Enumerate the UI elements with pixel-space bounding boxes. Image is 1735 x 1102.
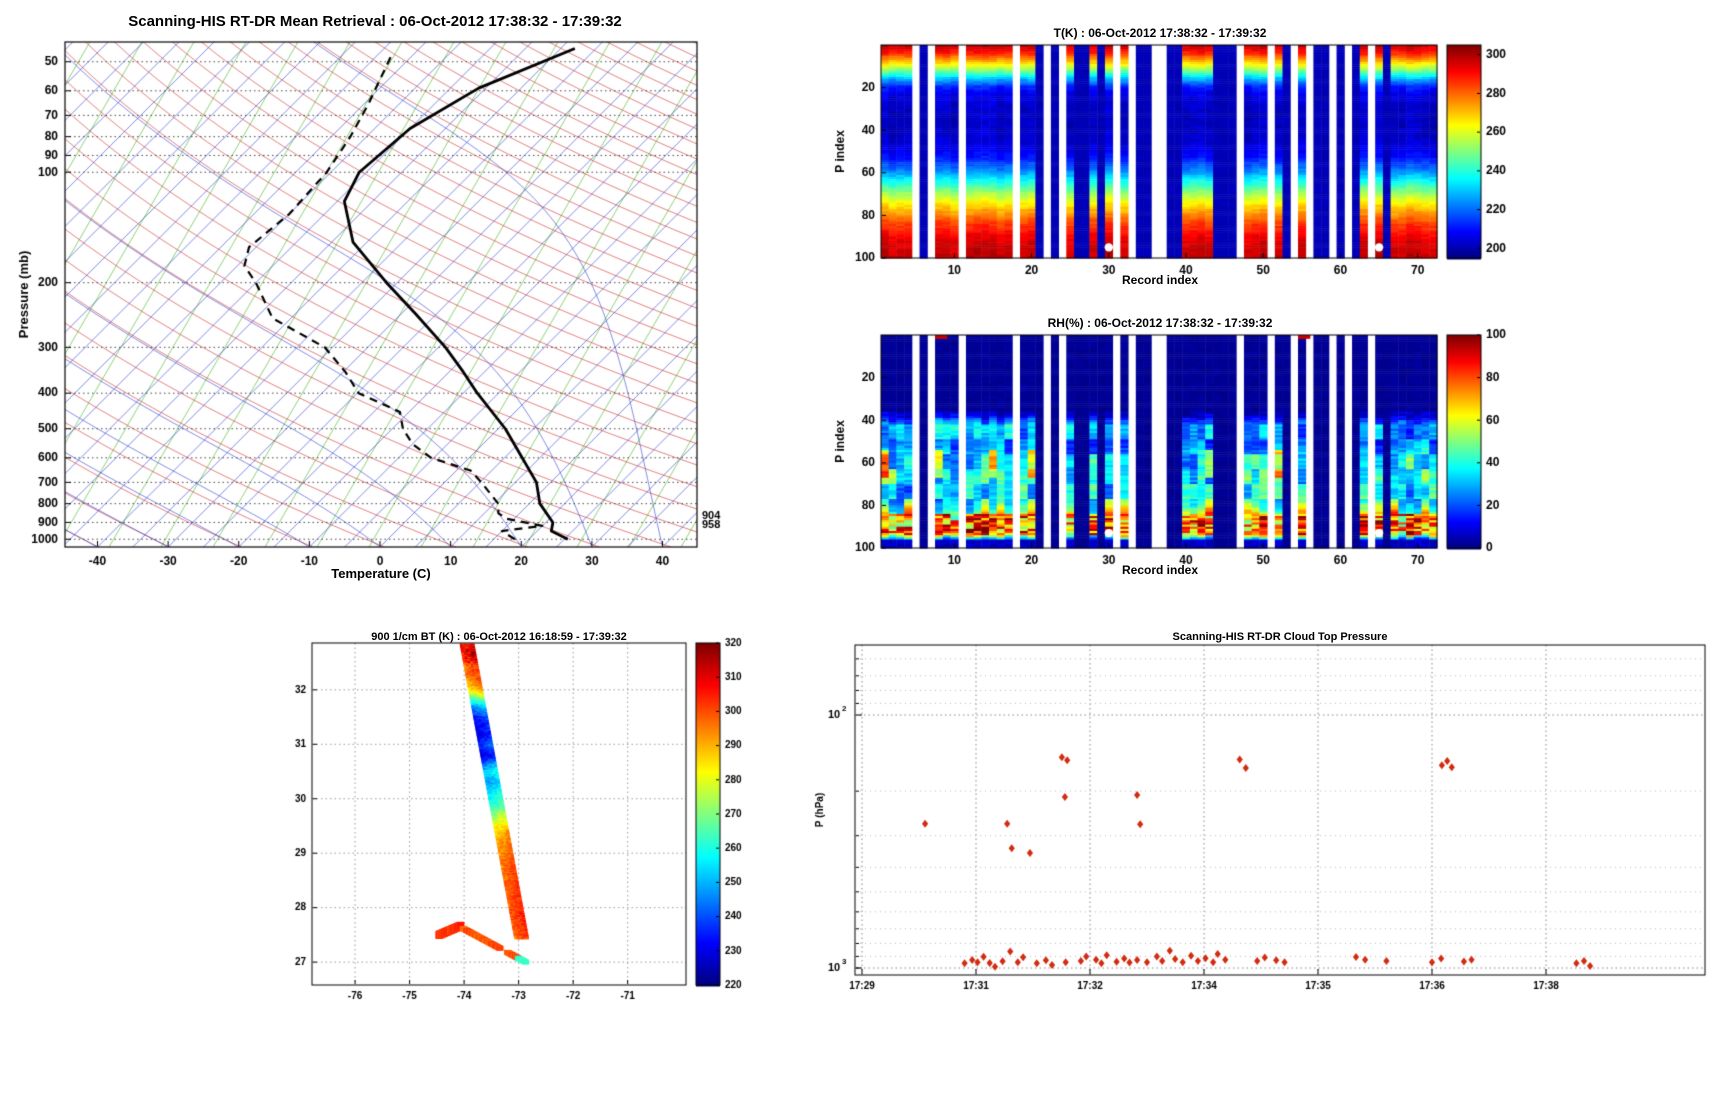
brightness-temperature-map-canvas [150, 628, 750, 1102]
t-heatmap-title: T(K) : 06-Oct-2012 17:38:32 - 17:39:32 [1053, 26, 1267, 40]
ctp-title: Scanning-HIS RT-DR Cloud Top Pressure [1172, 631, 1388, 643]
temperature-rh-heatmaps-canvas [810, 0, 1735, 600]
t-heatmap-xlabel: Record index [1121, 273, 1199, 287]
cloud-top-pressure-scatter-canvas [800, 628, 1735, 1102]
skewt-diagram-canvas [10, 0, 760, 615]
rh-heatmap-title: RH(%) : 06-Oct-2012 17:38:32 - 17:39:32 [1047, 316, 1273, 330]
rh-heatmap-xlabel: Record index [1121, 563, 1199, 577]
skewt-xlabel: Temperature (C) [331, 566, 431, 581]
bt-map-title: 900 1/cm BT (K) : 06-Oct-2012 16:18:59 -… [371, 631, 627, 643]
skewt-title: Scanning-HIS RT-DR Mean Retrieval : 06-O… [128, 13, 622, 30]
